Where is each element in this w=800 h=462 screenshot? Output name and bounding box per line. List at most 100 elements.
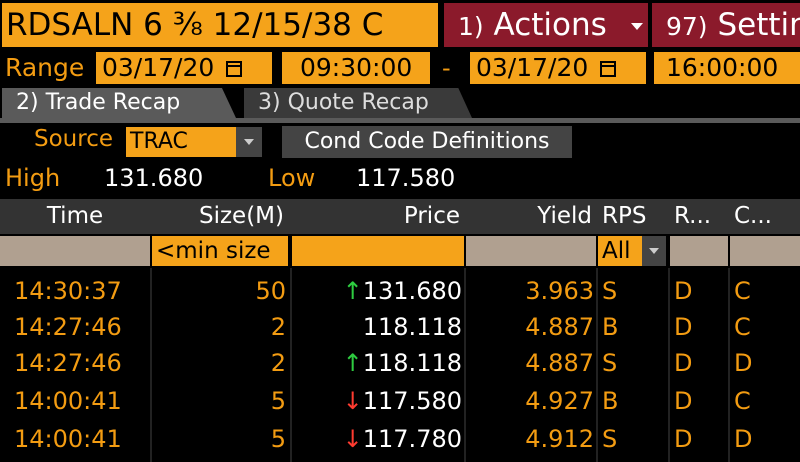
column-divider — [150, 268, 152, 462]
rps-cell: S — [602, 349, 618, 377]
chevron-down-icon — [630, 23, 643, 30]
calendar-icon[interactable] — [600, 61, 617, 77]
col-time-header[interactable]: Time — [46, 203, 104, 229]
rps-dropdown-icon[interactable] — [642, 236, 666, 266]
tab-divider — [0, 118, 800, 123]
high-value: 131.680 — [104, 164, 204, 192]
column-divider — [290, 268, 292, 462]
yield-filter[interactable] — [466, 236, 596, 266]
settings-button[interactable]: 97) Settin — [652, 3, 800, 47]
table-row[interactable]: 14:30:37 50 ↑131.680 3.963 S D C — [0, 274, 800, 308]
c-cell: C — [734, 277, 751, 305]
price-value: 131.680 — [362, 277, 462, 305]
price-cell: ↑118.118 — [292, 346, 462, 380]
size-cell: 2 — [270, 349, 286, 377]
table-row[interactable]: 14:27:46 2 ↑118.118 4.887 S D D — [0, 346, 800, 380]
col-size-header[interactable]: Size(M) — [198, 203, 284, 229]
yield-cell: 4.927 — [525, 387, 594, 415]
down-arrow-icon: ↓ — [342, 425, 363, 453]
time-cell: 14:30:37 — [14, 277, 122, 305]
column-divider — [728, 268, 730, 462]
range-label: Range — [5, 53, 85, 82]
col-c-header[interactable]: C... — [734, 203, 772, 229]
yield-cell: 3.963 — [525, 277, 594, 305]
rps-cell: S — [602, 425, 618, 453]
r-cell: D — [674, 277, 693, 305]
time-cell: 14:00:41 — [14, 425, 122, 453]
r-cell: D — [674, 349, 693, 377]
settings-number: 97) — [666, 12, 708, 41]
source-select[interactable]: TRAC — [126, 127, 236, 157]
cond-code-button[interactable]: Cond Code Definitions — [282, 126, 572, 158]
table-header — [0, 199, 800, 234]
end-time-field[interactable]: 16:00:00 — [654, 52, 800, 84]
up-arrow-icon: ↑ — [342, 277, 363, 305]
r-cell: D — [674, 313, 693, 341]
table-row[interactable]: 14:00:41 5 ↓117.780 4.912 S D D — [0, 422, 800, 456]
price-filter-input[interactable] — [292, 236, 464, 266]
time-cell: 14:27:46 — [14, 349, 122, 377]
tab-quote-recap[interactable]: 3) Quote Recap — [244, 88, 472, 118]
yield-cell: 4.912 — [525, 425, 594, 453]
tab-trade-recap[interactable]: 2) Trade Recap — [2, 88, 236, 118]
range-dash: - — [442, 54, 451, 82]
end-date-field[interactable]: 03/17/20 — [470, 52, 646, 84]
rps-cell: B — [602, 387, 619, 415]
rps-cell: B — [602, 313, 619, 341]
security-field[interactable]: RDSALN 6 ⅜ 12/15/38 C — [2, 3, 438, 47]
time-filter[interactable] — [0, 236, 150, 266]
high-label: High — [5, 164, 61, 192]
low-value: 117.580 — [356, 164, 456, 192]
col-yield-header[interactable]: Yield — [537, 203, 592, 229]
price-value: 118.118 — [362, 313, 462, 341]
start-time-field[interactable]: 09:30:00 — [282, 52, 430, 84]
r-cell: D — [674, 425, 693, 453]
end-date-value: 03/17/20 — [476, 53, 589, 82]
rps-cell: S — [602, 277, 618, 305]
column-divider — [668, 268, 670, 462]
time-cell: 14:27:46 — [14, 313, 122, 341]
size-cell: 5 — [270, 387, 286, 415]
c-cell: D — [734, 349, 753, 377]
size-cell: 2 — [270, 313, 286, 341]
rps-filter-select[interactable]: All — [598, 236, 642, 266]
column-divider — [464, 268, 466, 462]
actions-number: 1) — [458, 12, 484, 41]
start-date-field[interactable]: 03/17/20 — [96, 52, 272, 84]
r-cell: D — [674, 387, 693, 415]
source-label: Source — [34, 126, 113, 152]
calendar-icon[interactable] — [226, 61, 243, 77]
price-value: 117.780 — [362, 425, 462, 453]
col-r-header[interactable]: R... — [674, 203, 712, 229]
price-value: 117.580 — [362, 387, 462, 415]
table-row[interactable]: 14:27:46 2 118.118 4.887 B D C — [0, 310, 800, 344]
price-cell: ↓117.580 — [292, 384, 462, 418]
size-cell: 50 — [255, 277, 286, 305]
table-row[interactable]: 14:00:41 5 ↓117.580 4.927 B D C — [0, 384, 800, 418]
price-cell: 118.118 — [292, 310, 462, 344]
size-filter-input[interactable]: <min size — [152, 236, 288, 266]
col-rps-header[interactable]: RPS — [602, 203, 647, 229]
c-cell: D — [734, 425, 753, 453]
yield-cell: 4.887 — [525, 349, 594, 377]
down-arrow-icon: ↓ — [342, 387, 363, 415]
actions-button[interactable]: 1) Actions — [444, 3, 648, 47]
actions-label: Actions — [493, 7, 607, 43]
source-dropdown-icon[interactable] — [236, 127, 262, 157]
r-filter[interactable] — [670, 236, 728, 266]
size-cell: 5 — [270, 425, 286, 453]
settings-label: Settin — [717, 7, 800, 43]
time-cell: 14:00:41 — [14, 387, 122, 415]
up-arrow-icon: ↑ — [342, 349, 363, 377]
price-cell: ↓117.780 — [292, 422, 462, 456]
price-cell: ↑131.680 — [292, 274, 462, 308]
yield-cell: 4.887 — [525, 313, 594, 341]
c-cell: C — [734, 387, 751, 415]
c-filter[interactable] — [730, 236, 800, 266]
start-date-value: 03/17/20 — [102, 53, 215, 82]
low-label: Low — [268, 164, 316, 192]
price-value: 118.118 — [362, 349, 462, 377]
c-cell: C — [734, 313, 751, 341]
col-price-header[interactable]: Price — [403, 203, 460, 229]
column-divider — [596, 268, 598, 462]
